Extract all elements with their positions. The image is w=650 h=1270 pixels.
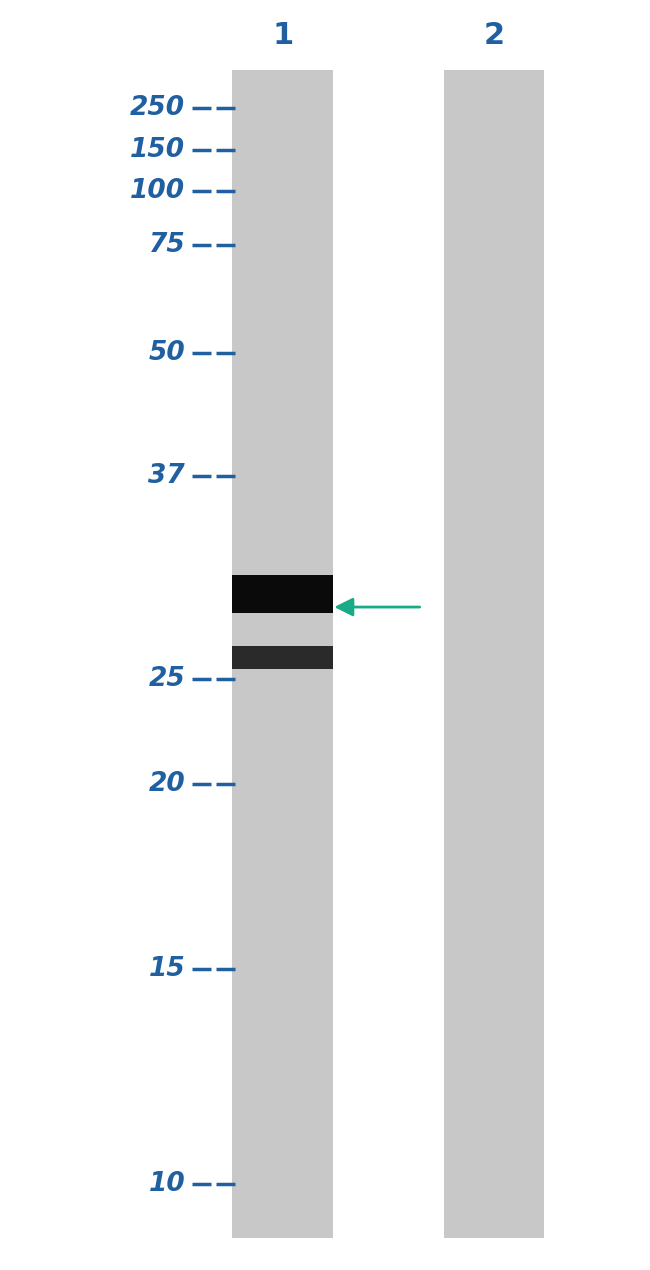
Text: 20: 20 — [148, 771, 185, 796]
Bar — [443, 70, 545, 1238]
Text: 150: 150 — [130, 137, 185, 163]
Text: 250: 250 — [130, 95, 185, 121]
Text: 1: 1 — [272, 22, 293, 50]
Text: 25: 25 — [148, 667, 185, 692]
Text: 2: 2 — [484, 22, 504, 50]
Text: 10: 10 — [148, 1171, 185, 1196]
Bar — [233, 70, 333, 1238]
Text: 50: 50 — [148, 340, 185, 366]
Bar — [233, 575, 333, 613]
Text: 75: 75 — [148, 232, 185, 258]
Text: 37: 37 — [148, 464, 185, 489]
Text: 100: 100 — [130, 178, 185, 203]
Text: 15: 15 — [148, 956, 185, 982]
Bar — [233, 646, 333, 669]
